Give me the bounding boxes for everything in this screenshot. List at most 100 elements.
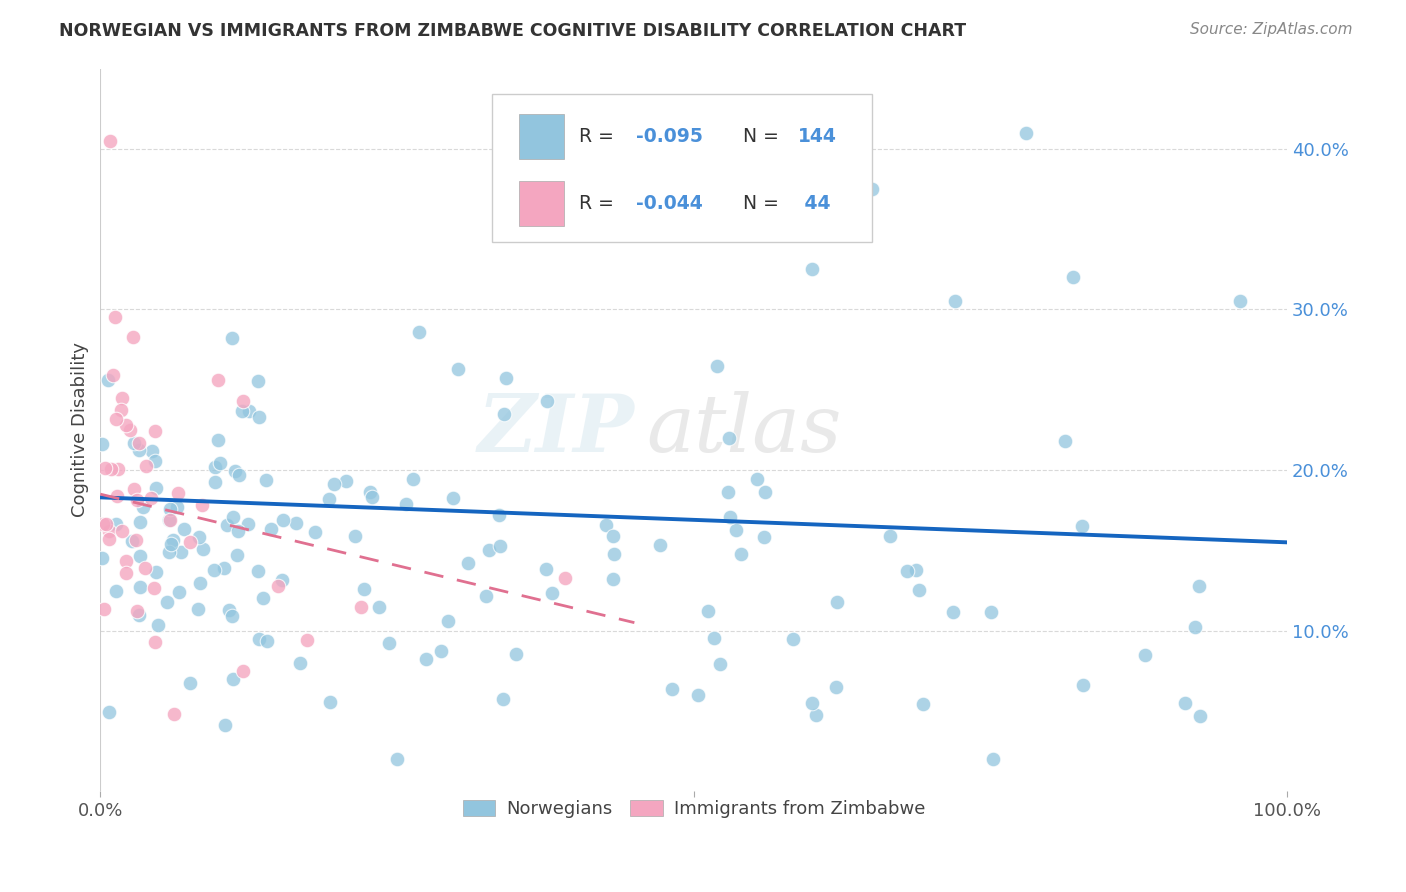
Immigrants from Zimbabwe [97,532,120,546]
Immigrants from Zimbabwe [100,462,122,476]
Norwegians [228,467,250,482]
Norwegians [238,516,260,531]
Norwegians [157,545,180,559]
Norwegians [247,632,270,646]
Norwegians [254,473,277,487]
Text: ZIP: ZIP [478,392,634,468]
Norwegians [782,632,804,646]
Norwegians [167,585,190,599]
Immigrants from Zimbabwe [118,423,141,437]
Norwegians [145,565,167,579]
Norwegians [717,485,740,500]
FancyBboxPatch shape [492,94,872,242]
Norwegians [595,518,617,533]
Norwegians [222,673,245,687]
Text: N =: N = [731,128,785,146]
Norwegians [97,373,120,387]
Norwegians [256,634,278,648]
Norwegians [706,359,728,373]
Norwegians [187,602,209,616]
Immigrants from Zimbabwe [128,435,150,450]
Norwegians [179,675,201,690]
Norwegians [162,533,184,548]
Norwegians [980,605,1002,619]
Norwegians [696,604,718,618]
Norwegians [430,644,453,658]
Norwegians [911,697,934,711]
Norwegians [1173,696,1195,710]
Text: -0.095: -0.095 [636,128,703,146]
Norwegians [224,464,246,478]
Norwegians [1071,519,1094,533]
Norwegians [942,605,965,619]
Norwegians [247,565,270,579]
Immigrants from Zimbabwe [162,707,184,722]
Immigrants from Zimbabwe [554,571,576,585]
Immigrants from Zimbabwe [232,393,254,408]
Norwegians [247,410,270,425]
Norwegians [1015,126,1038,140]
Norwegians [402,472,425,486]
Norwegians [271,513,294,527]
Immigrants from Zimbabwe [104,310,127,325]
Norwegians [801,696,824,710]
Immigrants from Zimbabwe [97,524,120,538]
Norwegians [173,522,195,536]
Norwegians [129,549,152,564]
Text: 144: 144 [799,128,837,146]
Immigrants from Zimbabwe [295,632,318,647]
Norwegians [260,522,283,536]
Immigrants from Zimbabwe [122,482,145,496]
Norwegians [90,437,112,451]
Immigrants from Zimbabwe [105,489,128,503]
Text: atlas: atlas [647,392,842,468]
Norwegians [188,576,211,591]
Norwegians [408,326,430,340]
Norwegians [495,371,517,385]
Norwegians [252,591,274,605]
Norwegians [1062,270,1084,285]
Norwegians [725,523,748,537]
Norwegians [717,431,740,445]
Norwegians [188,530,211,544]
Norwegians [754,530,776,544]
Norwegians [904,563,927,577]
Norwegians [207,433,229,447]
Norwegians [208,456,231,470]
Norwegians [1184,620,1206,634]
Norwegians [457,556,479,570]
Text: -0.044: -0.044 [636,194,703,212]
Norwegians [541,586,564,600]
Norwegians [247,375,270,389]
Norwegians [98,705,121,719]
Norwegians [981,752,1004,766]
Immigrants from Zimbabwe [267,579,290,593]
Immigrants from Zimbabwe [124,533,146,547]
Norwegians [129,581,152,595]
Norwegians [218,603,240,617]
Norwegians [745,472,768,486]
Legend: Norwegians, Immigrants from Zimbabwe: Norwegians, Immigrants from Zimbabwe [456,793,932,826]
Norwegians [360,491,382,505]
Norwegians [90,551,112,566]
Norwegians [343,529,366,543]
Norwegians [156,595,179,609]
Immigrants from Zimbabwe [232,664,254,678]
Immigrants from Zimbabwe [111,391,134,405]
Immigrants from Zimbabwe [91,517,114,532]
Immigrants from Zimbabwe [93,460,115,475]
Norwegians [603,547,626,561]
Norwegians [290,656,312,670]
Norwegians [159,502,181,516]
Norwegians [488,508,510,522]
Immigrants from Zimbabwe [179,535,201,549]
Norwegians [860,182,883,196]
Norwegians [489,539,512,553]
Norwegians [806,707,828,722]
Norwegians [801,262,824,277]
Norwegians [121,534,143,549]
Norwegians [602,529,624,543]
Immigrants from Zimbabwe [115,418,138,433]
Norwegians [1229,294,1251,309]
Norwegians [105,584,128,599]
